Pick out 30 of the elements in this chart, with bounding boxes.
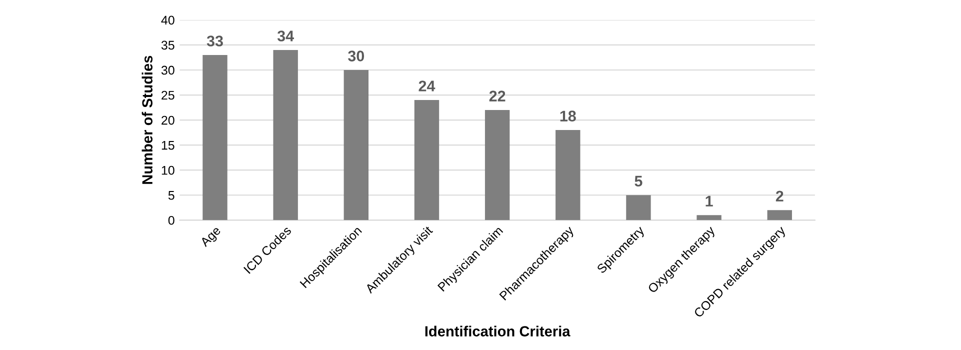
data-label: 1 [706,196,713,206]
bar [696,215,722,220]
bar [626,195,651,220]
bar [484,110,510,220]
y-tick-label: 40 [161,16,174,25]
bar [556,130,580,220]
y-tick-label: 10 [162,166,174,175]
y-tick-label: 35 [161,40,174,50]
y-axis-title: Number of Studies [142,56,153,184]
y-tick-label: 15 [162,141,174,150]
y-tick-label: 5 [168,191,174,200]
y-tick-label: 25 [162,90,174,100]
data-label: 22 [489,90,506,102]
x-axis-title: Identification Criteria [425,326,570,336]
y-tick-label: 0 [168,216,174,225]
y-tick-label: 20 [162,116,174,125]
bar [273,50,298,220]
bar [344,70,369,220]
data-label: 33 [206,36,223,46]
x-tick-label: Age [200,226,223,249]
bar [414,100,440,220]
data-label: 2 [776,190,784,202]
data-label: 34 [277,30,294,42]
bar [767,210,792,220]
data-label: 24 [418,80,436,92]
y-tick-label: 30 [161,66,174,75]
bar [202,54,228,220]
data-label: 18 [560,110,576,122]
data-label: 5 [634,176,642,187]
data-label: 30 [348,50,364,62]
